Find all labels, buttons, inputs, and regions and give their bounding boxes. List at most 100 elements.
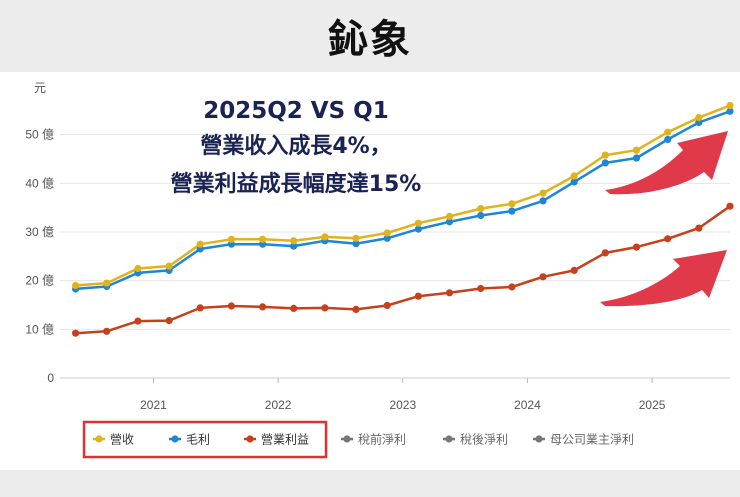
- data-point-revenue[interactable]: [383, 229, 391, 237]
- data-point-revenue[interactable]: [726, 101, 734, 110]
- x-tick-label: 2025: [639, 398, 666, 412]
- data-point-revenue[interactable]: [632, 146, 641, 154]
- series-points: [72, 101, 734, 337]
- legend-item-operating[interactable]: 營業利益: [244, 433, 309, 447]
- data-point-revenue[interactable]: [259, 235, 267, 243]
- data-point-revenue[interactable]: [321, 233, 329, 241]
- data-point-revenue[interactable]: [570, 172, 578, 180]
- data-point-gross[interactable]: [352, 240, 360, 248]
- data-point-operating[interactable]: [664, 235, 672, 243]
- data-point-revenue[interactable]: [165, 262, 173, 270]
- data-point-gross[interactable]: [414, 225, 422, 233]
- y-tick-label: 40 億: [25, 176, 54, 190]
- legend-swatch-dot: [95, 435, 103, 443]
- title-bar: 鈊象: [0, 0, 740, 72]
- data-point-revenue[interactable]: [290, 237, 298, 245]
- legend-swatch-dot: [535, 435, 543, 443]
- y-tick-label: 10 億: [25, 322, 54, 336]
- data-point-operating[interactable]: [165, 317, 173, 325]
- page-title: 鈊象: [328, 17, 412, 63]
- data-point-revenue[interactable]: [72, 281, 80, 290]
- data-point-gross[interactable]: [508, 207, 516, 215]
- data-point-operating[interactable]: [570, 266, 578, 274]
- data-point-revenue[interactable]: [477, 205, 485, 213]
- legend-swatch-dot: [246, 435, 254, 443]
- series-line-gross: [75, 110, 731, 291]
- y-tick-label: 0: [47, 371, 54, 385]
- data-point-gross[interactable]: [383, 234, 391, 242]
- legend-label: 營業利益: [261, 433, 309, 447]
- data-point-operating[interactable]: [539, 273, 547, 281]
- data-point-revenue[interactable]: [414, 219, 422, 227]
- trend-arrows: [600, 131, 728, 307]
- y-tick-label: 20 億: [25, 274, 54, 288]
- data-point-revenue[interactable]: [445, 212, 454, 220]
- data-point-operating[interactable]: [445, 289, 454, 297]
- data-point-operating[interactable]: [352, 305, 360, 313]
- annotation-line-2: 營業收入成長4%，: [200, 133, 391, 159]
- data-point-revenue[interactable]: [196, 240, 204, 248]
- trend-arrow-lower-icon: [600, 250, 727, 307]
- data-point-operating[interactable]: [103, 327, 111, 335]
- data-point-gross[interactable]: [664, 135, 672, 144]
- data-point-revenue[interactable]: [539, 189, 547, 197]
- data-point-operating[interactable]: [726, 202, 734, 210]
- legend-swatch-dot: [171, 435, 179, 443]
- legend: 營收 毛利 營業利益 稅前淨利 稅後淨利 母公司業主淨利: [93, 432, 634, 447]
- data-point-revenue[interactable]: [601, 151, 609, 159]
- data-point-operating[interactable]: [196, 304, 204, 312]
- data-point-revenue[interactable]: [134, 264, 142, 273]
- trend-arrow-upper-icon: [605, 131, 728, 195]
- data-point-operating[interactable]: [259, 303, 267, 311]
- annotation: 2025Q2 VS Q1 營業收入成長4%， 營業利益成長幅度達15%: [171, 98, 422, 197]
- data-point-revenue[interactable]: [508, 200, 516, 208]
- data-point-revenue[interactable]: [695, 114, 703, 122]
- legend-label: 毛利: [186, 433, 210, 447]
- series-line-operating: [75, 205, 731, 335]
- series-line-revenue: [75, 104, 731, 287]
- data-point-gross[interactable]: [477, 211, 485, 220]
- data-point-gross[interactable]: [445, 218, 454, 226]
- data-point-gross[interactable]: [632, 154, 641, 162]
- data-point-operating[interactable]: [601, 249, 609, 257]
- data-point-operating[interactable]: [383, 301, 391, 310]
- data-point-operating[interactable]: [477, 284, 485, 293]
- chart-card: [0, 72, 740, 470]
- data-point-operating[interactable]: [72, 329, 80, 337]
- legend-item-inactive-3[interactable]: 稅前淨利: [341, 432, 406, 447]
- legend-item-revenue[interactable]: 營收: [93, 433, 134, 447]
- y-axis-ticks: 0 10 億 20 億 30 億 40 億 50 億: [25, 128, 54, 385]
- legend-swatch-dot: [343, 435, 351, 443]
- data-point-gross[interactable]: [539, 197, 547, 205]
- data-point-gross[interactable]: [290, 242, 298, 250]
- legend-label: 稅前淨利: [358, 432, 406, 447]
- data-point-revenue[interactable]: [227, 235, 235, 243]
- x-tick-label: 2021: [140, 398, 167, 412]
- legend-item-inactive-4[interactable]: 稅後淨利: [443, 433, 508, 447]
- data-point-gross[interactable]: [726, 107, 734, 115]
- x-tick-label: 2024: [514, 398, 541, 412]
- annotation-line-3: 營業利益成長幅度達15%: [171, 171, 422, 197]
- legend-item-inactive-5[interactable]: 母公司業主淨利: [533, 433, 634, 447]
- legend-label: 母公司業主淨利: [550, 433, 634, 447]
- data-point-revenue[interactable]: [664, 128, 672, 136]
- x-tick-label: 2022: [265, 398, 292, 412]
- data-point-operating[interactable]: [695, 224, 703, 232]
- y-tick-label: 30 億: [25, 225, 54, 239]
- legend-label: 營收: [110, 433, 134, 447]
- data-point-operating[interactable]: [632, 243, 641, 251]
- data-point-revenue[interactable]: [103, 279, 111, 287]
- data-point-operating[interactable]: [414, 292, 422, 300]
- data-point-revenue[interactable]: [352, 234, 360, 242]
- data-point-operating[interactable]: [321, 304, 329, 312]
- grid-lines: [60, 134, 730, 330]
- data-point-gross[interactable]: [601, 159, 609, 167]
- legend-item-gross[interactable]: 毛利: [169, 433, 210, 447]
- data-point-operating[interactable]: [134, 317, 142, 325]
- data-point-operating[interactable]: [290, 304, 298, 312]
- annotation-line-1: 2025Q2 VS Q1: [203, 98, 389, 124]
- data-point-gross[interactable]: [570, 178, 578, 186]
- data-point-operating[interactable]: [508, 283, 516, 291]
- data-point-operating[interactable]: [227, 302, 235, 310]
